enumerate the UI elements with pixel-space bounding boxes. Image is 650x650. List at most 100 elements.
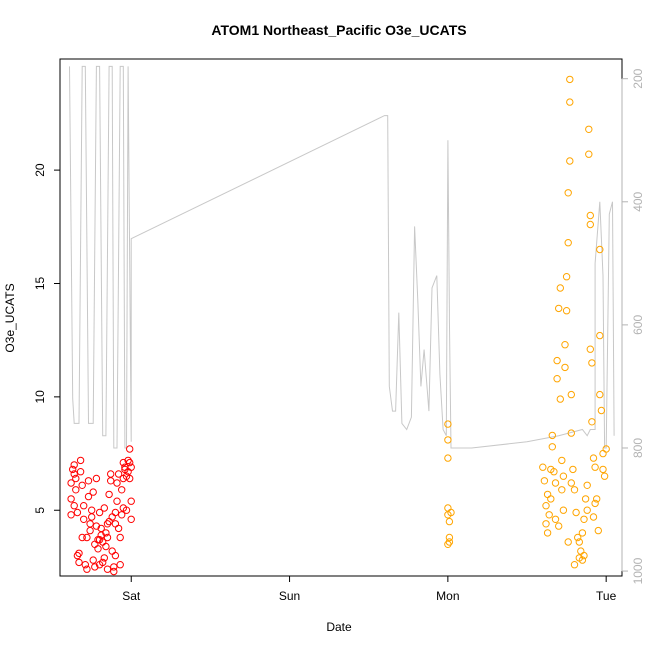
- data-point-series-2: [574, 533, 582, 542]
- data-point-series-2: [566, 75, 574, 84]
- data-point-series-1: [91, 563, 99, 571]
- data-point-series-1: [84, 477, 93, 485]
- data-point-series-2: [562, 307, 571, 315]
- data-point-series-2: [599, 449, 607, 458]
- data-point-series-1: [94, 545, 102, 553]
- data-point-series-2: [596, 245, 604, 254]
- pressure-line: [69, 65, 615, 449]
- data-points-layer: [67, 75, 610, 576]
- y2-tick-label: 600: [631, 315, 645, 335]
- data-point-series-1: [114, 470, 123, 478]
- data-point-series-1: [102, 542, 110, 551]
- data-point-series-2: [596, 331, 604, 340]
- data-point-series-1: [76, 456, 85, 465]
- data-point-series-1: [73, 551, 82, 560]
- data-point-series-1: [72, 474, 80, 483]
- data-point-series-2: [589, 513, 598, 521]
- data-point-series-2: [580, 515, 588, 523]
- data-point-series-1: [69, 465, 77, 474]
- x-tick-label: Sat: [122, 589, 141, 603]
- data-point-series-2: [445, 517, 454, 526]
- y2-tick-label: 400: [631, 191, 645, 211]
- data-point-series-1: [102, 529, 110, 537]
- data-point-series-2: [569, 465, 577, 474]
- y2-tick-label: 800: [631, 438, 645, 458]
- data-point-series-1: [73, 508, 82, 517]
- data-point-series-1: [127, 515, 135, 523]
- data-point-series-2: [578, 556, 587, 564]
- data-point-series-2: [578, 529, 587, 537]
- data-point-series-2: [548, 431, 556, 440]
- y-axis-left: 5 10 15 20: [33, 163, 61, 514]
- data-point-series-2: [586, 211, 594, 220]
- data-point-series-1: [88, 506, 96, 514]
- x-tick-label: Mon: [436, 589, 459, 603]
- data-point-series-2: [543, 529, 552, 537]
- data-point-series-1: [99, 558, 107, 567]
- data-point-series-2: [567, 429, 575, 437]
- data-point-series-2: [572, 508, 580, 517]
- data-point-series-1: [126, 458, 134, 467]
- data-point-series-1: [88, 513, 96, 521]
- data-point-series-1: [75, 549, 83, 557]
- data-point-series-2: [547, 495, 555, 503]
- data-point-series-1: [124, 456, 132, 465]
- data-point-series-2: [591, 463, 599, 471]
- data-point-series-1: [111, 520, 120, 528]
- data-point-series-1: [108, 513, 116, 521]
- data-point-series-2: [586, 345, 594, 353]
- data-point-series-1: [67, 479, 75, 487]
- data-point-series-1: [126, 474, 134, 483]
- data-point-series-1: [70, 502, 78, 510]
- y2-tick-label: 1000: [631, 557, 645, 584]
- data-point-series-1: [103, 533, 112, 542]
- data-point-series-2: [570, 561, 579, 569]
- data-point-series-2: [577, 547, 585, 555]
- data-point-series-2: [543, 490, 552, 499]
- y-axis-label: O3e_UCATS: [3, 283, 17, 352]
- data-point-series-2: [596, 390, 604, 399]
- data-point-series-2: [586, 220, 594, 229]
- data-point-series-2: [593, 495, 601, 503]
- data-point-series-1: [70, 470, 78, 478]
- data-point-series-2: [561, 363, 569, 372]
- data-point-series-2: [564, 239, 572, 247]
- data-point-series-2: [559, 506, 568, 514]
- data-point-series-2: [585, 125, 593, 134]
- y2-tick-label: 200: [631, 68, 645, 88]
- data-point-series-1: [111, 508, 120, 517]
- data-point-series-1: [105, 490, 113, 499]
- data-point-series-1: [78, 533, 86, 542]
- data-point-series-2: [555, 522, 563, 530]
- data-point-series-2: [444, 420, 452, 428]
- data-point-series-1: [127, 497, 135, 505]
- data-point-series-1: [111, 551, 120, 560]
- data-point-series-2: [548, 443, 556, 451]
- y-axis-right: 200 400 600 800 1000: [621, 68, 645, 584]
- y-tick-label: 15: [33, 276, 47, 290]
- y-tick-label: 20: [33, 163, 47, 177]
- data-point-series-1: [84, 492, 93, 501]
- data-point-series-2: [567, 390, 575, 399]
- data-point-series-2: [602, 445, 610, 453]
- y-tick-label: 10: [33, 390, 47, 404]
- data-point-series-2: [564, 189, 572, 197]
- data-point-series-2: [558, 456, 566, 465]
- data-point-series-1: [126, 445, 134, 453]
- data-point-series-1: [114, 524, 123, 533]
- data-point-series-1: [80, 502, 88, 510]
- data-point-series-2: [561, 341, 569, 349]
- data-point-series-1: [83, 533, 91, 542]
- data-point-series-1: [100, 554, 109, 562]
- data-point-series-2: [553, 356, 561, 365]
- data-point-series-2: [583, 481, 591, 489]
- data-point-series-1: [116, 561, 124, 569]
- data-point-series-2: [570, 486, 579, 494]
- data-point-series-1: [95, 508, 104, 517]
- data-point-series-1: [83, 565, 91, 573]
- data-point-series-2: [599, 465, 607, 474]
- data-point-series-1: [110, 567, 118, 576]
- data-point-series-1: [118, 486, 126, 494]
- data-point-series-1: [118, 511, 126, 519]
